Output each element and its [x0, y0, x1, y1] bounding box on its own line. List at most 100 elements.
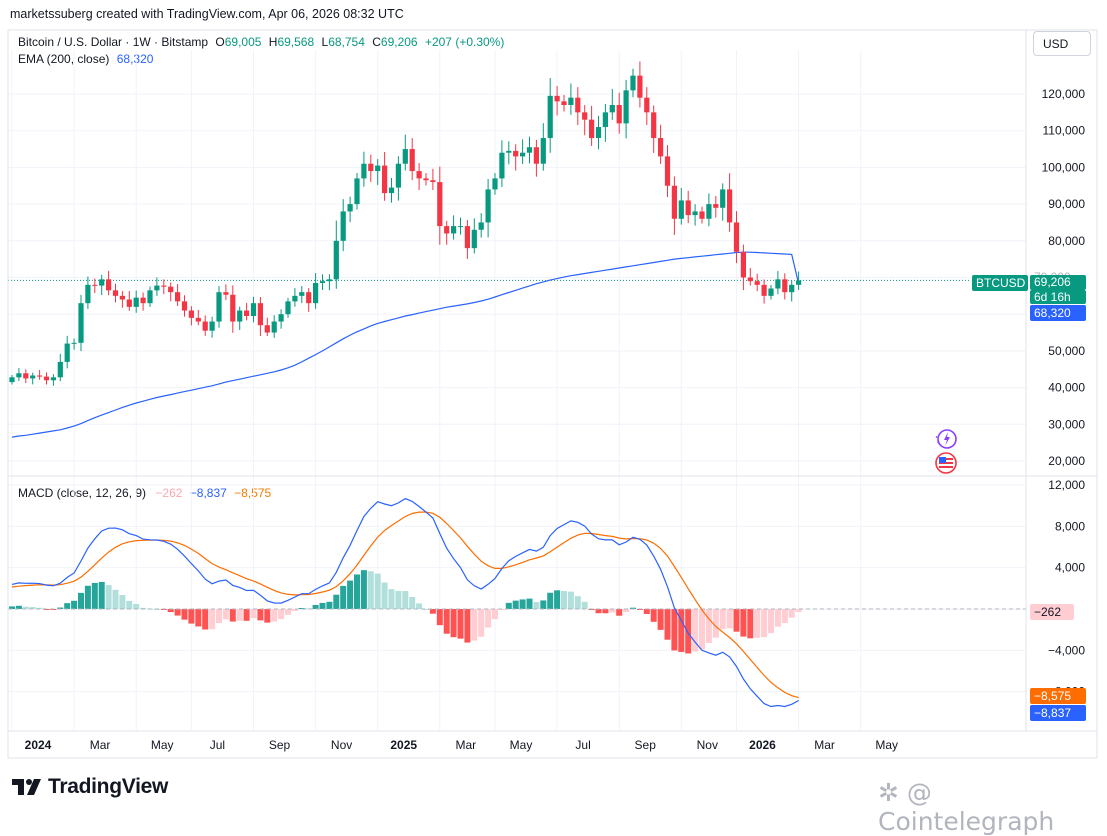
macd-signal-value: −8,575 [234, 486, 272, 500]
candle-body [706, 204, 712, 219]
macd-histogram-bar [195, 609, 202, 627]
macd-histogram-bar [140, 607, 147, 609]
macd-histogram-bar [409, 596, 416, 609]
candle-body [775, 279, 781, 289]
macd-histogram-bar [554, 590, 561, 609]
macd-histogram-bar [733, 609, 740, 632]
macd-histogram-bar [98, 581, 105, 609]
candle-body [85, 284, 91, 304]
macd-histogram-bar [181, 609, 188, 620]
macd-signal-badge: −8,575 [1030, 688, 1086, 704]
candle-body [30, 375, 36, 379]
macd-histogram-bar [105, 585, 112, 609]
candle-body [485, 189, 491, 223]
chart-frame [7, 29, 1098, 759]
candle-body [796, 280, 802, 285]
candle-body [533, 147, 539, 164]
symbol-legend: Bitcoin / U.S. Dollar · 1W · Bitstamp O6… [18, 35, 505, 49]
currency-button[interactable]: USD [1033, 31, 1091, 56]
candle-body [278, 314, 284, 322]
candle-body [23, 373, 29, 379]
macd-histogram-bar [512, 600, 519, 609]
macd-histogram-bar [685, 609, 692, 654]
candle-body [402, 149, 408, 164]
macd-histogram-bar [374, 573, 381, 609]
macd-histogram-bar [712, 609, 719, 638]
candle-body [354, 178, 360, 205]
cointelegraph-icon: ✲ [878, 778, 899, 807]
candle-body [554, 95, 560, 102]
candle-body [768, 288, 774, 296]
candle-body [230, 294, 236, 322]
time-tick-label: May [875, 738, 898, 752]
candle-body [561, 101, 567, 106]
candle-body [271, 321, 277, 333]
candle-body [595, 127, 602, 139]
macd-histogram-bar [278, 609, 285, 620]
macd-histogram-bar [464, 609, 471, 643]
candle-body [78, 303, 84, 343]
tradingview-brand: TradingView [48, 775, 169, 798]
macd-histogram-bar [443, 609, 450, 634]
macd-histogram-bar [533, 602, 540, 609]
candle-body [16, 373, 22, 378]
candle-body [244, 310, 250, 317]
candle-body [285, 301, 291, 315]
time-tick-label: Nov [331, 738, 352, 752]
candle-body [547, 95, 553, 139]
macd-histogram-bar [298, 608, 305, 610]
candle-body [181, 301, 188, 311]
macd-histogram-bar [581, 601, 588, 609]
candle-body [582, 112, 588, 120]
macd-histogram-bar [519, 599, 526, 609]
macd-histogram-bar [630, 607, 636, 609]
candle-body [444, 226, 450, 234]
candle-body [623, 90, 629, 124]
time-tick-label: Jul [575, 738, 590, 752]
price-chart[interactable]: 20,000 30,000 40,000 50,000 80,000 90,000 100,… [0, 0, 1107, 818]
macd-histogram-bar [761, 609, 768, 638]
macd-histogram-bar [485, 609, 492, 628]
event-lightning-icon[interactable] [934, 428, 957, 450]
candle-body [506, 150, 512, 153]
candle-body [292, 295, 298, 302]
macd-histogram-bar [78, 592, 84, 609]
candle-body [471, 229, 477, 249]
candle-body [513, 150, 519, 157]
time-tick-label: Mar [90, 738, 111, 752]
candle-body [395, 163, 401, 188]
macd-line [11, 497, 799, 708]
macd-histogram-bar [657, 609, 664, 630]
macd-histogram-bar [285, 609, 291, 615]
candle-body [37, 375, 43, 377]
us-flag-event-icon[interactable] [935, 452, 957, 474]
candle-body [209, 321, 215, 331]
candle-body [147, 290, 153, 304]
price-tick-label: 40,000 [1048, 381, 1085, 395]
macd-histogram-bar [795, 609, 802, 612]
candle-body [430, 180, 436, 183]
low-value: 68,754 [328, 35, 365, 49]
candle-body [347, 204, 353, 212]
cointelegraph-watermark: ✲ @ Cointelegraph [878, 778, 1055, 836]
macd-histogram-bar [36, 607, 43, 609]
macd-histogram-bar [388, 589, 395, 609]
macd-histogram-bar [167, 609, 174, 613]
macd-histogram-bar [257, 609, 264, 621]
candle-body [112, 290, 119, 296]
macd-histogram-bar [133, 604, 140, 609]
price-tick-label: 50,000 [1048, 344, 1085, 358]
macd-histogram-bar [609, 609, 616, 613]
macd-tick-label: 4,000 [1055, 561, 1085, 575]
macd-histogram-bar [360, 570, 367, 609]
candle-body [685, 200, 691, 216]
time-tick-label: 2026 [749, 738, 776, 752]
macd-hist-value: −262 [155, 486, 183, 500]
candle-body [789, 284, 795, 293]
candle-body [237, 310, 243, 322]
macd-histogram-bar [561, 590, 567, 609]
macd-histogram-bar [202, 609, 209, 630]
tradingview-logo: TradingView [12, 775, 168, 799]
time-tick-label: Mar [814, 738, 835, 752]
candle-body [658, 138, 664, 157]
